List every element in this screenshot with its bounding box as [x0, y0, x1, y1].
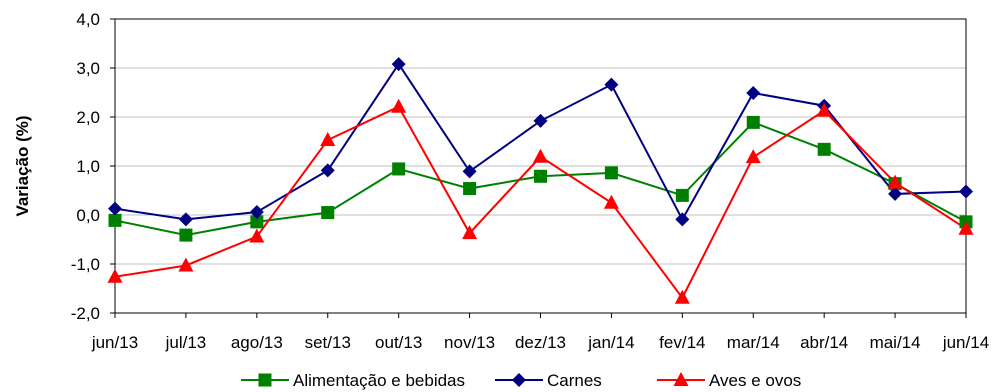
- y-tick-label: 3,0: [76, 59, 100, 78]
- data-point: [604, 166, 618, 180]
- x-tick-label: abr/14: [800, 333, 848, 352]
- legend-item: Carnes: [495, 371, 602, 390]
- x-tick-label: set/13: [305, 333, 351, 352]
- legend-item: Aves e ovos: [657, 371, 801, 390]
- legend-label: Alimentação e bebidas: [293, 371, 465, 390]
- data-point: [534, 169, 547, 183]
- data-point: [250, 215, 264, 229]
- y-axis-title: Variação (%): [13, 115, 32, 216]
- x-tick-label: jun/13: [91, 333, 138, 352]
- gridlines: [115, 67, 966, 265]
- series-markers-1: [108, 57, 973, 227]
- data-point: [674, 289, 690, 304]
- x-tick-label: jan/14: [587, 333, 634, 352]
- data-point: [888, 186, 903, 201]
- series-markers-0: [108, 115, 973, 242]
- data-point: [249, 228, 265, 243]
- data-point: [108, 213, 122, 227]
- data-point: [603, 194, 619, 209]
- data-point: [391, 98, 407, 113]
- x-tick-label: fev/14: [659, 333, 705, 352]
- y-tick-label: 4,0: [76, 10, 100, 29]
- data-point: [887, 174, 903, 189]
- data-point: [816, 102, 832, 117]
- data-point: [108, 201, 122, 216]
- data-point: [604, 77, 619, 92]
- data-point: [179, 228, 193, 242]
- data-point: [462, 225, 478, 240]
- data-point: [817, 142, 831, 156]
- series-markers-2: [107, 98, 974, 304]
- data-point: [392, 162, 406, 176]
- series-layer: [107, 57, 974, 304]
- tick-labels: -2,0 -1,0 0,0 1,0 2,0 3,0 4,0 jun/13 jul/13 ago/1…: [71, 10, 989, 352]
- x-tick-label: dez/13: [515, 333, 566, 352]
- data-point: [107, 268, 123, 283]
- legend: Alimentação e bebidas Carnes Aves e ovos: [241, 371, 801, 390]
- data-point: [675, 212, 690, 227]
- series-1: [114, 62, 967, 222]
- x-tick-label: nov/13: [444, 333, 495, 352]
- data-point: [675, 188, 689, 202]
- axes: [110, 18, 967, 318]
- data-point: [533, 148, 548, 163]
- series-line: [114, 62, 967, 222]
- y-tick-label: -1,0: [71, 255, 100, 274]
- legend-label: Aves e ovos: [709, 371, 801, 390]
- data-point: [249, 205, 264, 220]
- data-point: [320, 163, 335, 178]
- data-point: [178, 257, 194, 272]
- data-point: [321, 206, 335, 220]
- data-point: [745, 149, 761, 164]
- legend-item: Alimentação e bebidas: [241, 371, 465, 390]
- series-line: [114, 105, 967, 300]
- legend-marker: [258, 373, 272, 387]
- data-point: [463, 182, 477, 196]
- data-point: [178, 212, 193, 227]
- data-point: [746, 85, 761, 100]
- x-tick-label: out/13: [375, 333, 422, 352]
- series-2: [114, 105, 967, 300]
- data-point: [462, 164, 477, 179]
- x-tick-label: mai/14: [870, 333, 921, 352]
- y-tick-label: 0,0: [76, 206, 100, 225]
- data-point: [746, 115, 760, 129]
- y-tick-label: 2,0: [76, 108, 100, 127]
- y-tick-label: 1,0: [76, 157, 100, 176]
- data-point: [533, 113, 548, 128]
- y-tick-label: -2,0: [71, 304, 100, 323]
- data-point: [959, 184, 973, 199]
- x-tick-label: jun/14: [942, 333, 989, 352]
- x-tick-label: ago/13: [231, 333, 283, 352]
- data-point: [320, 132, 336, 147]
- legend-label: Carnes: [547, 371, 602, 390]
- x-tick-label: jul/13: [165, 333, 207, 352]
- x-tick-label: mar/14: [727, 333, 780, 352]
- legend-marker: [673, 372, 689, 386]
- data-point: [958, 220, 974, 235]
- legend-marker: [512, 373, 526, 387]
- data-point: [391, 57, 406, 72]
